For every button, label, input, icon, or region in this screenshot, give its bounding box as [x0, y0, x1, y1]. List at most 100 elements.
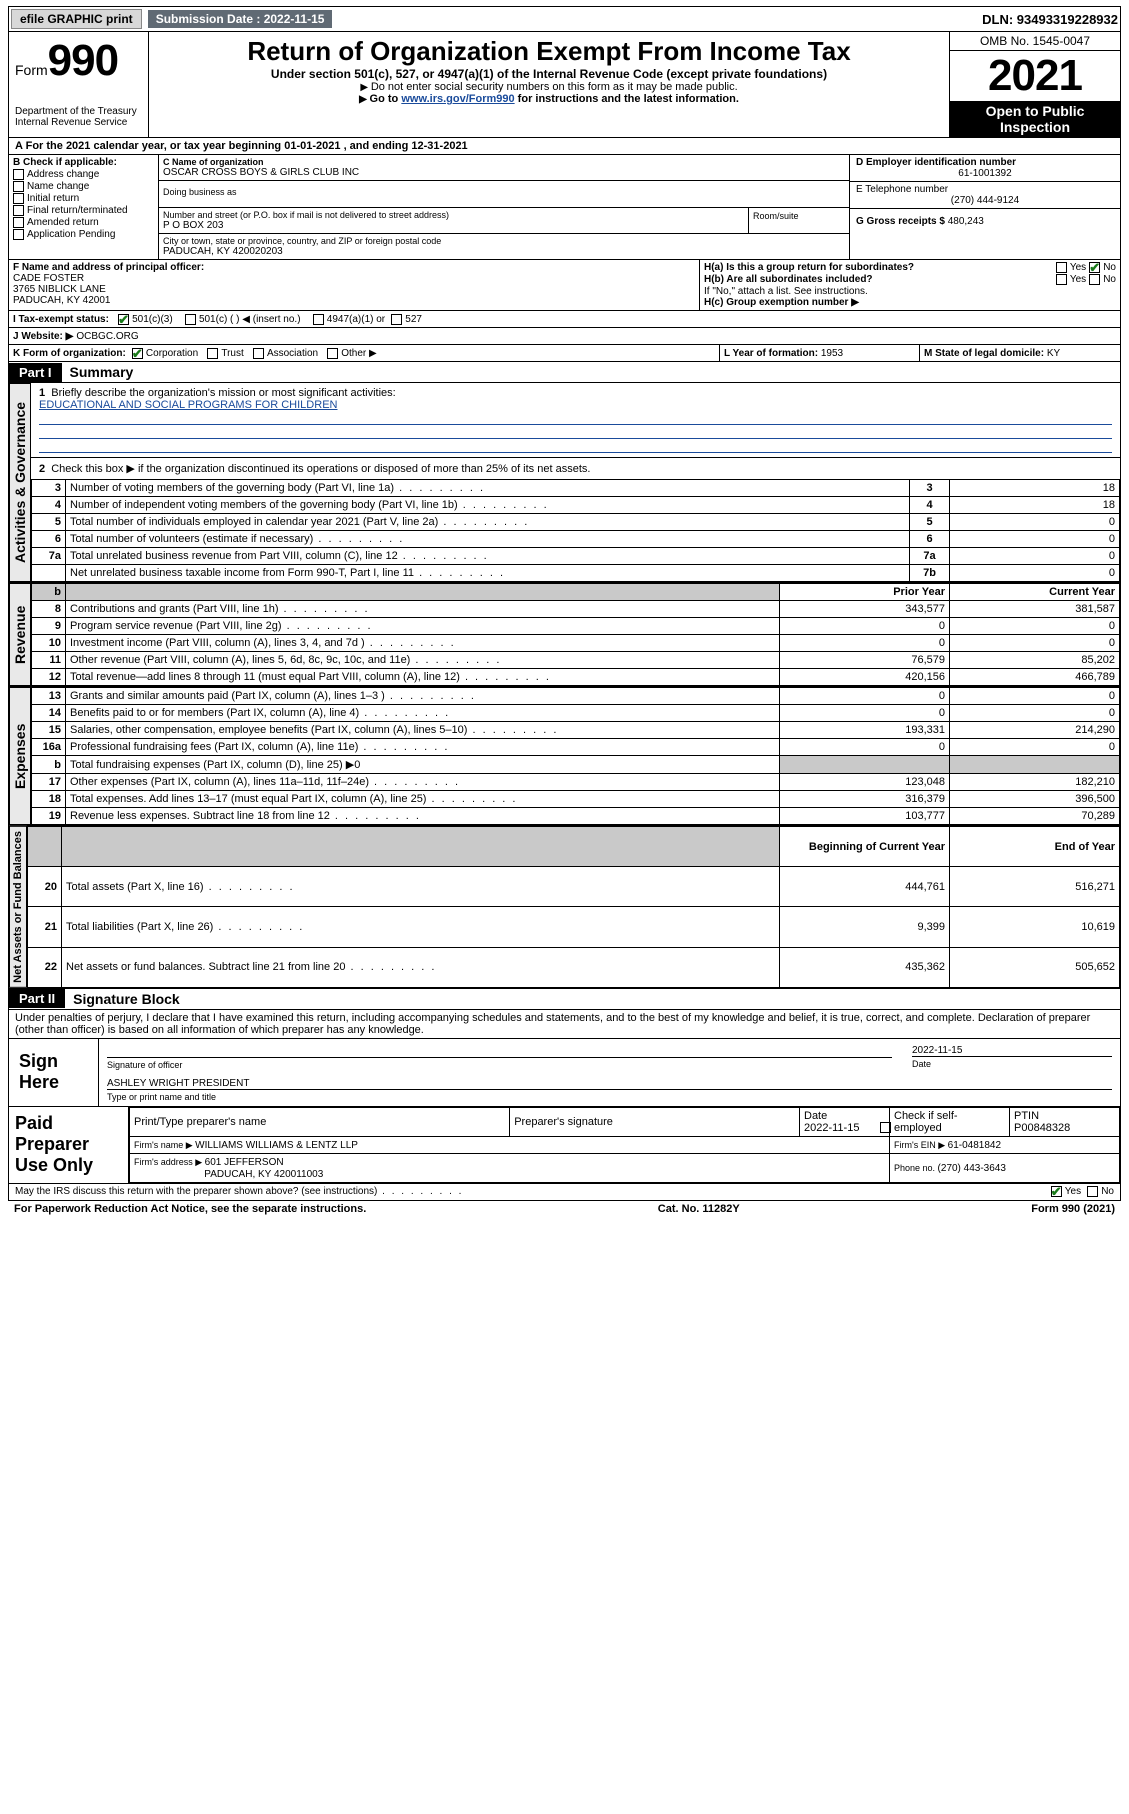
addr-label: Number and street (or P.O. box if mail i… — [163, 210, 744, 220]
hc-label: H(c) Group exemption number ▶ — [704, 297, 1116, 308]
part2-header: Part II — [9, 989, 65, 1008]
header-sub2: Do not enter social security numbers on … — [155, 81, 943, 93]
hb-yes[interactable] — [1056, 274, 1067, 285]
check-527[interactable] — [391, 314, 402, 325]
net-assets-tab: Net Assets or Fund Balances — [9, 826, 27, 988]
section-a: A For the 2021 calendar year, or tax yea… — [8, 138, 1121, 155]
top-bar: efile GRAPHIC print Submission Date : 20… — [8, 6, 1121, 32]
check-501c3[interactable] — [118, 314, 129, 325]
ha-label: H(a) Is this a group return for subordin… — [704, 262, 1056, 274]
prep-date: 2022-11-15 — [804, 1122, 859, 1134]
tax-year-begin: 01-01-2021 — [284, 140, 340, 152]
efile-button[interactable]: efile GRAPHIC print — [11, 9, 142, 29]
paid-preparer-label: Paid Preparer Use Only — [9, 1107, 129, 1183]
open-public: Open to Public Inspection — [950, 101, 1120, 137]
dba-label: Doing business as — [163, 187, 845, 197]
check-corp[interactable] — [132, 348, 143, 359]
omb-number: OMB No. 1545-0047 — [950, 32, 1120, 51]
firm-ein: 61-0481842 — [948, 1140, 1001, 1151]
hb-note: If "No," attach a list. See instructions… — [704, 286, 1116, 297]
may-no-lbl: No — [1101, 1186, 1114, 1198]
form-number: 990 — [48, 36, 118, 85]
prep-check: Check if self-employed — [894, 1110, 958, 1134]
form-title: Return of Organization Exempt From Incom… — [155, 36, 943, 67]
lbl-initial-return: Initial return — [27, 193, 79, 204]
check-self-employed[interactable] — [880, 1122, 891, 1133]
check-trust[interactable] — [207, 348, 218, 359]
officer-group-block: F Name and address of principal officer:… — [8, 260, 1121, 311]
officer-printed-label: Type or print name and title — [107, 1092, 1112, 1102]
mission-text: EDUCATIONAL AND SOCIAL PROGRAMS FOR CHIL… — [39, 399, 1112, 411]
check-other[interactable] — [327, 348, 338, 359]
firm-addr-lbl: Firm's address ▶ — [134, 1157, 205, 1167]
footer-left: For Paperwork Reduction Act Notice, see … — [14, 1203, 366, 1215]
check-assoc[interactable] — [253, 348, 264, 359]
check-501c[interactable] — [185, 314, 196, 325]
footer-right: Form 990 (2021) — [1031, 1203, 1115, 1215]
may-no[interactable] — [1087, 1186, 1098, 1197]
may-yes-lbl: Yes — [1065, 1186, 1081, 1198]
lbl-final-return: Final return/terminated — [27, 205, 128, 216]
section-k-label: K Form of organization: — [13, 348, 126, 359]
may-yes[interactable] — [1051, 1186, 1062, 1197]
governance-table: 3Number of voting members of the governi… — [31, 479, 1120, 582]
ha-yes[interactable] — [1056, 262, 1067, 273]
section-f-label: F Name and address of principal officer: — [13, 262, 695, 273]
section-i-label: I Tax-exempt status: — [13, 314, 109, 325]
firm-addr: 601 JEFFERSON — [205, 1157, 284, 1168]
part2-title: Signature Block — [65, 989, 188, 1009]
dept-treasury: Department of the Treasury — [15, 106, 142, 117]
officer-addr1: 3765 NIBLICK LANE — [13, 284, 695, 295]
check-amended[interactable] — [13, 217, 24, 228]
firm-name: WILLIAMS WILLIAMS & LENTZ LLP — [195, 1140, 358, 1151]
page-footer: For Paperwork Reduction Act Notice, see … — [8, 1201, 1121, 1217]
form990-link[interactable]: www.irs.gov/Form990 — [401, 93, 514, 105]
klm-row: K Form of organization: Corporation Trus… — [8, 345, 1121, 362]
sign-here-label: Sign Here — [9, 1039, 99, 1106]
tax-year-end: 12-31-2021 — [411, 140, 467, 152]
form-label: Form — [15, 62, 48, 78]
check-pending[interactable] — [13, 229, 24, 240]
prep-h4: PTIN — [1014, 1110, 1039, 1122]
ha-no[interactable] — [1089, 262, 1100, 273]
org-name: OSCAR CROSS BOYS & GIRLS CLUB INC — [163, 167, 845, 178]
check-initial-return[interactable] — [13, 193, 24, 204]
hb-no[interactable] — [1089, 274, 1100, 285]
part1-title: Summary — [62, 362, 142, 382]
org-city: PADUCAH, KY 420020203 — [163, 246, 845, 257]
firm-phone: (270) 443-3643 — [938, 1163, 1006, 1174]
room-label: Room/suite — [753, 211, 799, 221]
firm-phone-lbl: Phone no. — [894, 1163, 938, 1173]
net-assets-table: Beginning of Current YearEnd of Year20To… — [27, 826, 1120, 988]
revenue-tab: Revenue — [9, 583, 31, 686]
check-name-change[interactable] — [13, 181, 24, 192]
activities-governance-tab: Activities & Governance — [9, 383, 31, 582]
section-b-label: B Check if applicable: — [13, 157, 154, 168]
sig-date: 2022-11-15 — [912, 1045, 1112, 1057]
gross-receipts: 480,243 — [948, 216, 984, 227]
firm-name-lbl: Firm's name ▶ — [134, 1140, 195, 1150]
prep-h2: Date — [804, 1110, 827, 1122]
check-address-change[interactable] — [13, 169, 24, 180]
section-a-text: For the 2021 calendar year, or tax year … — [26, 140, 285, 152]
check-4947[interactable] — [313, 314, 324, 325]
ha-yes-lbl: Yes — [1070, 262, 1086, 274]
mission-rule — [39, 439, 1112, 453]
tax-year: 2021 — [950, 51, 1120, 101]
sig-officer-label: Signature of officer — [107, 1060, 892, 1070]
firm-city: PADUCAH, KY 420011003 — [204, 1169, 323, 1180]
ptin: P00848328 — [1014, 1122, 1070, 1134]
identity-block: B Check if applicable: Address change Na… — [8, 155, 1121, 260]
city-label: City or town, state or province, country… — [163, 236, 845, 246]
check-final-return[interactable] — [13, 205, 24, 216]
officer-addr2: PADUCAH, KY 42001 — [13, 295, 695, 306]
mission-rule — [39, 425, 1112, 439]
lbl-4947: 4947(a)(1) or — [327, 314, 385, 325]
lbl-501c3: 501(c)(3) — [132, 314, 173, 325]
header-sub3-post: for instructions and the latest informat… — [515, 93, 739, 105]
section-e-label: E Telephone number — [856, 184, 1114, 195]
section-a-label: A — [15, 140, 23, 152]
section-c-label: C Name of organization — [163, 157, 845, 167]
revenue-table: bPrior YearCurrent Year8Contributions an… — [31, 583, 1120, 686]
section-l-label: L Year of formation: — [724, 348, 821, 359]
